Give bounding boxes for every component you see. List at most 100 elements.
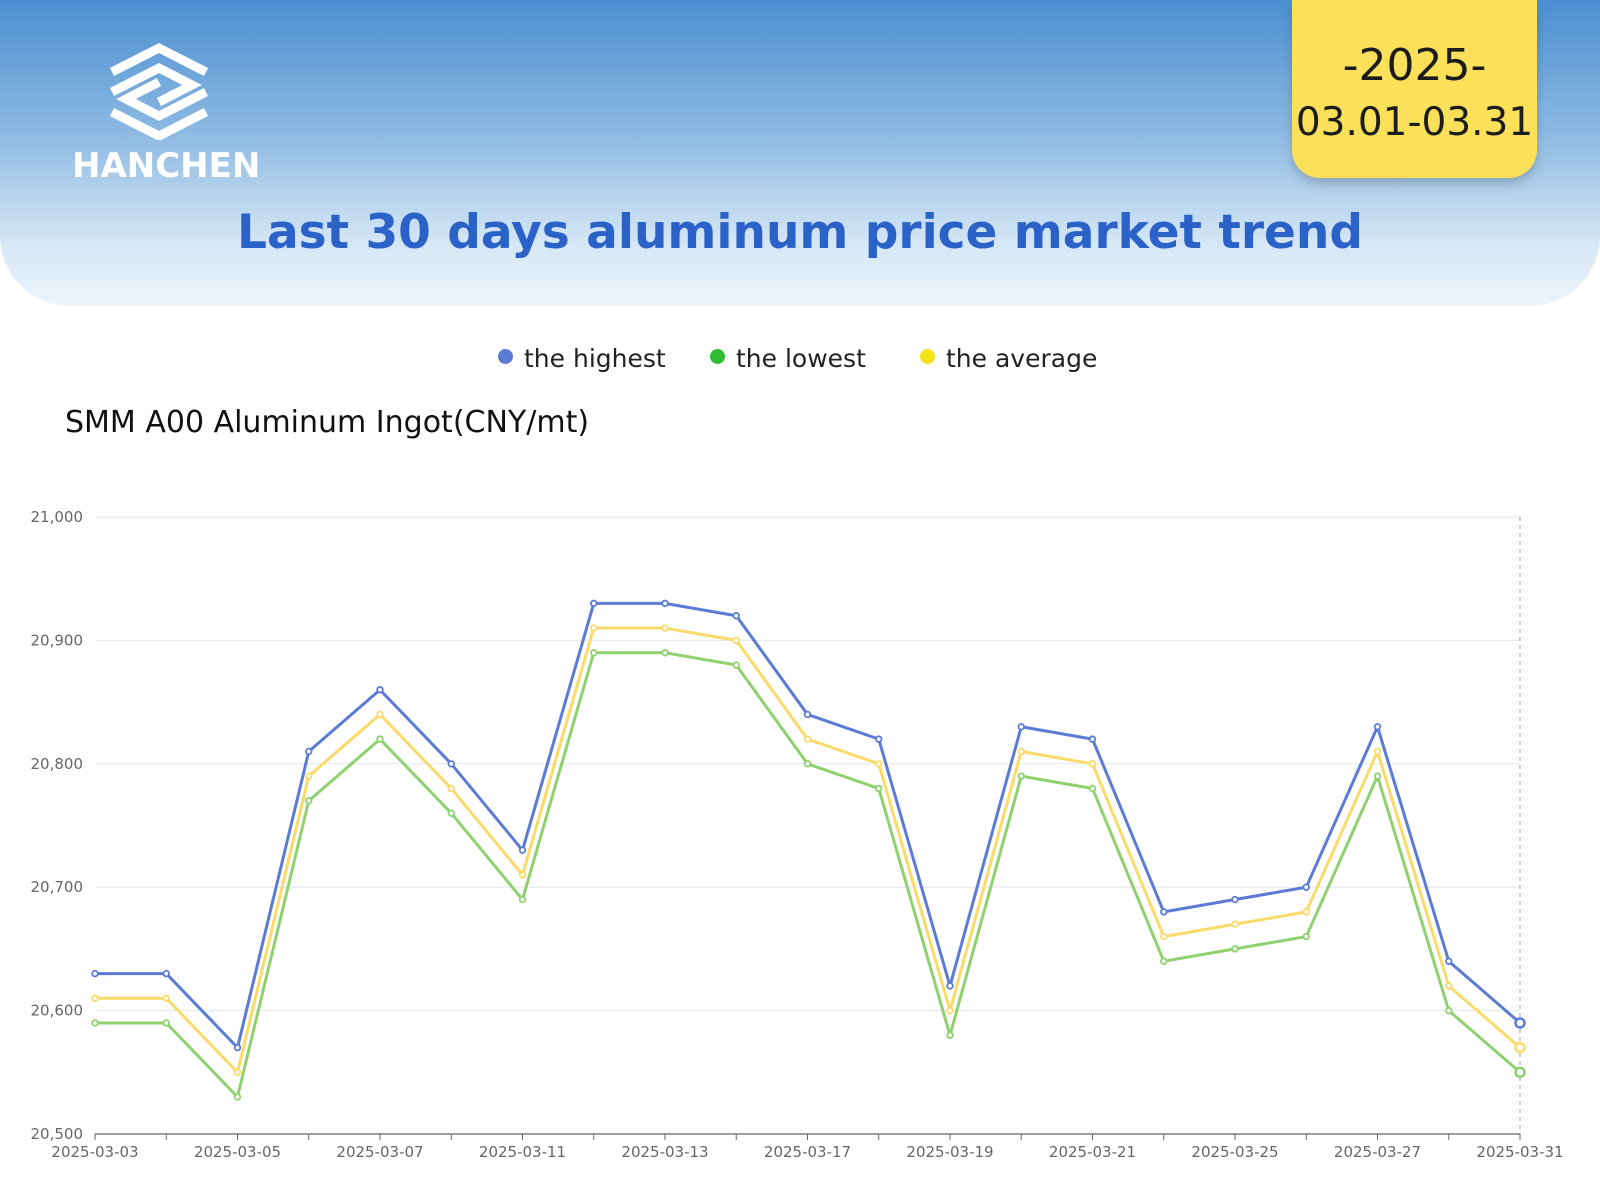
y-tick-label: 20,900 <box>31 631 84 649</box>
legend-dot-average <box>920 349 935 364</box>
data-point-highest <box>162 969 170 978</box>
x-tick-label: 2025-03-03 <box>51 1143 138 1161</box>
y-tick-label: 20,800 <box>31 755 84 773</box>
logo-text: HANCHEN <box>72 146 261 186</box>
y-tick-label: 20,700 <box>31 878 84 896</box>
legend-item-average[interactable]: the average <box>920 344 1097 373</box>
data-point-lowest <box>376 735 384 743</box>
data-point-lowest <box>1017 772 1025 780</box>
x-tick-label: 2025-03-07 <box>336 1143 423 1161</box>
data-point-highest <box>305 747 313 756</box>
data-point-lowest <box>305 797 313 805</box>
logo-mark-icon <box>109 42 209 140</box>
header-banner: HANCHEN -2025- 03.01-03.31 Last 30 days … <box>0 0 1600 306</box>
x-tick-label: 2025-03-21 <box>1049 1143 1136 1161</box>
legend-label-average: the average <box>946 344 1098 373</box>
legend-item-highest[interactable]: the highest <box>498 344 666 373</box>
data-point-highest <box>803 710 812 719</box>
data-point-highest <box>1088 735 1097 743</box>
data-point-highest <box>376 686 384 694</box>
legend-label-highest: the highest <box>524 344 666 373</box>
legend-dot-highest <box>498 349 513 364</box>
series-line-highest <box>95 601 1521 1050</box>
x-tick-label: 2025-03-19 <box>906 1143 993 1161</box>
data-point-average <box>946 1006 954 1015</box>
data-point-highest <box>447 760 455 768</box>
chart-title: SMM A00 Aluminum Ingot(CNY/mt) <box>65 405 590 440</box>
legend-dot-lowest <box>710 349 725 364</box>
data-point-lowest <box>1231 945 1239 953</box>
data-point-highest <box>946 982 954 990</box>
data-point-lowest <box>875 784 883 793</box>
date-range: 03.01-03.31 <box>1295 100 1534 145</box>
data-point-lowest <box>590 649 598 657</box>
data-point-highest <box>1514 1017 1526 1029</box>
data-point-lowest <box>91 1019 99 1027</box>
data-point-highest <box>1302 883 1310 891</box>
data-point-average <box>1514 1041 1526 1054</box>
data-point-highest <box>1231 895 1239 904</box>
data-point-average <box>305 772 313 780</box>
data-point-highest <box>1373 723 1382 731</box>
x-tick-label: 2025-03-05 <box>194 1143 281 1161</box>
data-point-lowest <box>732 661 740 669</box>
data-point-highest <box>875 735 883 743</box>
data-point-average <box>803 735 812 743</box>
data-point-highest <box>91 969 99 978</box>
chart-legend: the highest the lowest the average <box>0 344 1600 378</box>
data-point-highest <box>1160 908 1168 916</box>
page-title: Last 30 days aluminum price market trend <box>237 205 1363 260</box>
data-point-average <box>590 624 598 632</box>
data-point-average <box>1445 982 1453 990</box>
data-point-average <box>1017 747 1025 756</box>
date-year: -2025- <box>1342 40 1487 91</box>
data-point-average <box>447 784 455 793</box>
data-point-average <box>518 871 527 879</box>
data-point-average <box>661 624 669 632</box>
x-tick-label: 2025-03-27 <box>1334 1143 1421 1161</box>
x-tick-label: 2025-03-13 <box>621 1143 708 1161</box>
data-point-average <box>1160 932 1168 941</box>
data-point-average <box>1231 920 1239 928</box>
data-point-lowest <box>1445 1006 1453 1015</box>
hanchen-logo: HANCHEN <box>72 40 261 190</box>
data-point-highest <box>233 1043 242 1052</box>
line-chart: 20,500 20,600 20,700 20,800 20,900 21,000 2025… <box>31 508 1564 1161</box>
data-point-lowest <box>162 1019 170 1027</box>
data-point-lowest <box>1302 932 1310 941</box>
data-point-highest <box>590 599 598 608</box>
data-point-average <box>91 994 99 1002</box>
data-point-average <box>875 760 883 768</box>
y-tick-label: 21,000 <box>31 508 84 526</box>
x-tick-label: 2025-03-11 <box>479 1143 566 1161</box>
data-point-highest <box>661 599 669 608</box>
data-point-average <box>162 994 170 1002</box>
data-point-lowest <box>1514 1066 1526 1079</box>
x-tick-label: 2025-03-31 <box>1476 1143 1563 1161</box>
data-point-lowest <box>803 760 812 768</box>
data-point-average <box>233 1068 242 1076</box>
x-tick-label: 2025-03-25 <box>1191 1143 1278 1161</box>
data-point-average <box>732 636 740 645</box>
data-point-highest <box>732 612 740 620</box>
y-tick-label: 20,500 <box>31 1125 84 1143</box>
series-line-lowest <box>95 651 1521 1099</box>
series-line-average <box>95 626 1521 1074</box>
data-point-lowest <box>1088 784 1097 793</box>
data-point-lowest <box>661 649 669 657</box>
data-point-highest <box>1445 957 1453 965</box>
legend-item-lowest[interactable]: the lowest <box>710 344 866 373</box>
date-badge: -2025- 03.01-03.31 <box>1292 0 1537 178</box>
data-point-lowest <box>1160 957 1168 965</box>
data-point-lowest <box>946 1031 954 1039</box>
data-point-average <box>1088 760 1097 768</box>
data-point-highest <box>1017 723 1025 731</box>
legend-label-lowest: the lowest <box>736 344 866 373</box>
data-point-average <box>376 710 384 719</box>
data-point-lowest <box>233 1093 242 1101</box>
x-tick-label: 2025-03-17 <box>764 1143 851 1161</box>
y-tick-label: 20,600 <box>31 1002 84 1020</box>
data-point-average <box>1373 747 1382 756</box>
data-point-lowest <box>447 809 455 817</box>
data-point-average <box>1302 908 1310 916</box>
